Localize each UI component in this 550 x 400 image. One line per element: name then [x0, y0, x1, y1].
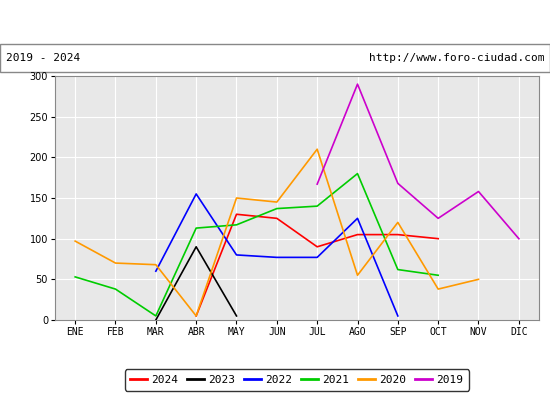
Text: http://www.foro-ciudad.com: http://www.foro-ciudad.com — [369, 53, 544, 63]
Text: Evolucion Nº Turistas Nacionales en el municipio de Fulleda: Evolucion Nº Turistas Nacionales en el m… — [57, 14, 493, 30]
Legend: 2024, 2023, 2022, 2021, 2020, 2019: 2024, 2023, 2022, 2021, 2020, 2019 — [125, 370, 469, 390]
Text: 2019 - 2024: 2019 - 2024 — [6, 53, 80, 63]
